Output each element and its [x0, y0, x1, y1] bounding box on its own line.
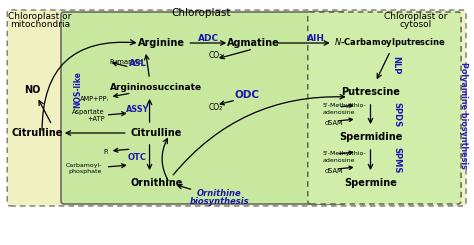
Text: Citrulline: Citrulline	[11, 128, 63, 138]
Text: AIH: AIH	[307, 35, 325, 44]
Text: Carbamoyl-: Carbamoyl-	[65, 162, 102, 168]
Text: CO₂: CO₂	[209, 102, 223, 111]
Text: OTC: OTC	[128, 152, 147, 161]
Text: Chloroplast or: Chloroplast or	[383, 12, 447, 22]
Text: Ornithine: Ornithine	[197, 189, 242, 198]
Text: NO: NO	[24, 85, 40, 95]
Text: Agmatine: Agmatine	[227, 38, 279, 48]
FancyBboxPatch shape	[308, 12, 461, 204]
Text: Spermine: Spermine	[344, 178, 397, 188]
Text: adenosine: adenosine	[323, 110, 355, 114]
FancyBboxPatch shape	[7, 10, 466, 206]
Text: Chloroplast or: Chloroplast or	[9, 12, 72, 22]
Text: Citrulline: Citrulline	[131, 128, 182, 138]
Text: cytosol: cytosol	[399, 21, 431, 29]
FancyBboxPatch shape	[61, 12, 346, 204]
Text: AMP+PPᵢ: AMP+PPᵢ	[80, 96, 109, 102]
Text: Chloroplast: Chloroplast	[172, 8, 231, 18]
Text: CO₂: CO₂	[209, 51, 223, 61]
Text: biosynthesis: biosynthesis	[190, 196, 249, 206]
Text: ODC: ODC	[235, 90, 260, 100]
Text: Ornithine: Ornithine	[130, 178, 182, 188]
Text: Arginine: Arginine	[138, 38, 185, 48]
Text: 5'-Methylthio-: 5'-Methylthio-	[323, 150, 366, 156]
Text: $N$-Carbamoylputrescine: $N$-Carbamoylputrescine	[334, 37, 447, 49]
Text: ASSY: ASSY	[126, 106, 149, 114]
Text: mitochondria: mitochondria	[10, 21, 70, 29]
Text: Pᵢ: Pᵢ	[104, 149, 109, 155]
Text: 5'-Methylthio-: 5'-Methylthio-	[323, 102, 366, 108]
Text: +ATP: +ATP	[87, 116, 105, 122]
Text: dSAM: dSAM	[325, 168, 343, 174]
Text: NLP: NLP	[391, 56, 400, 74]
Text: dSAM: dSAM	[325, 120, 343, 126]
Text: phosphate: phosphate	[68, 170, 102, 174]
Text: Spermidine: Spermidine	[339, 132, 402, 142]
Text: ADC: ADC	[198, 35, 219, 44]
Text: Argininosuccinate: Argininosuccinate	[110, 83, 202, 91]
Text: NOS-like: NOS-like	[73, 72, 82, 109]
Text: Putrescine: Putrescine	[341, 87, 400, 97]
Text: Polyamine biosynthesis: Polyamine biosynthesis	[458, 61, 467, 169]
Text: SPDS: SPDS	[393, 102, 402, 128]
Text: Fumarate: Fumarate	[109, 59, 143, 65]
Text: ASL: ASL	[129, 60, 146, 69]
Text: adenosine: adenosine	[323, 158, 355, 162]
Text: Aspartate: Aspartate	[72, 109, 105, 115]
Text: SPMS: SPMS	[393, 147, 402, 173]
